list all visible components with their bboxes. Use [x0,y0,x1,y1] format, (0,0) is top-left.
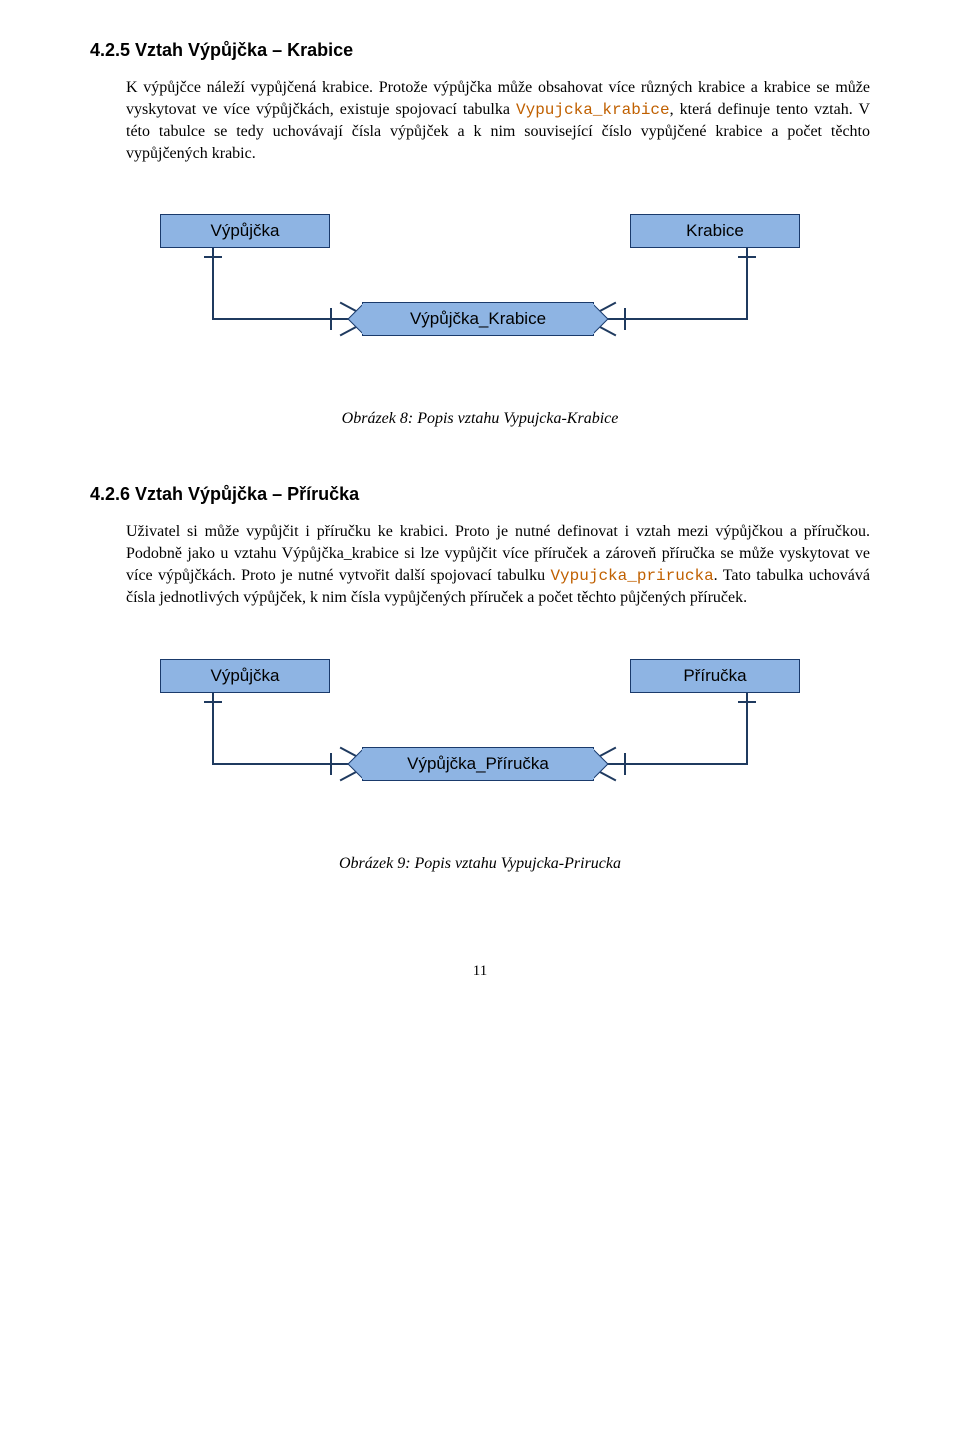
crowfoot-line [600,746,617,756]
entity-vypujcka: Výpůjčka [160,214,330,248]
page-number: 11 [90,963,870,980]
paragraph-425: K výpůjčce náleží vypůjčená krabice. Pro… [126,77,870,164]
caption-obrazek-8: Obrázek 8: Popis vztahu Vypujcka-Krabice [90,410,870,428]
assoc-vypujcka-prirucka: Výpůjčka_Příručka [362,747,594,781]
notch-cover [588,304,594,334]
connector-line [212,248,214,320]
diagram-canvas: Výpůjčka Příručka Výpůjčka_Příručka [160,659,800,829]
notch-cover [588,749,594,779]
crowfoot-line [340,771,357,781]
connector-line [746,248,748,320]
caption-obrazek-9: Obrázek 9: Popis vztahu Vypujcka-Priruck… [90,855,870,873]
entity-krabice: Krabice [630,214,800,248]
cardinality-tick [204,701,222,703]
crowfoot-line [340,746,357,756]
diagram-vypujcka-prirucka: Výpůjčka Příručka Výpůjčka_Příručka [160,659,800,829]
connector-line [212,693,214,765]
code-vypujcka-krabice: Vypujcka_krabice [516,101,670,119]
crowfoot-line [600,771,617,781]
paragraph-426: Uživatel si může vypůjčit i příručku ke … [126,521,870,608]
heading-426: 4.2.6 Vztah Výpůjčka – Příručka [90,484,870,505]
cardinality-bar [330,753,332,775]
cardinality-bar [330,308,332,330]
assoc-vypujcka-krabice: Výpůjčka_Krabice [362,302,594,336]
notch-cover [362,304,368,334]
page-content: 4.2.5 Vztah Výpůjčka – Krabice K výpůjčc… [0,0,960,1010]
heading-425: 4.2.5 Vztah Výpůjčka – Krabice [90,40,870,61]
cardinality-tick [738,256,756,258]
entity-prirucka: Příručka [630,659,800,693]
cardinality-bar [624,308,626,330]
code-vypujcka-prirucka: Vypujcka_prirucka [550,567,713,585]
cardinality-tick [738,701,756,703]
cardinality-bar [624,753,626,775]
diagram-canvas: Výpůjčka Krabice Výpůjčka_Krabice [160,214,800,384]
cardinality-tick [204,256,222,258]
crowfoot-line [600,326,617,336]
diagram-vypujcka-krabice: Výpůjčka Krabice Výpůjčka_Krabice [160,214,800,384]
crowfoot-line [340,326,357,336]
notch-cover [362,749,368,779]
entity-vypujcka: Výpůjčka [160,659,330,693]
connector-line [746,693,748,765]
crowfoot-line [600,302,617,312]
